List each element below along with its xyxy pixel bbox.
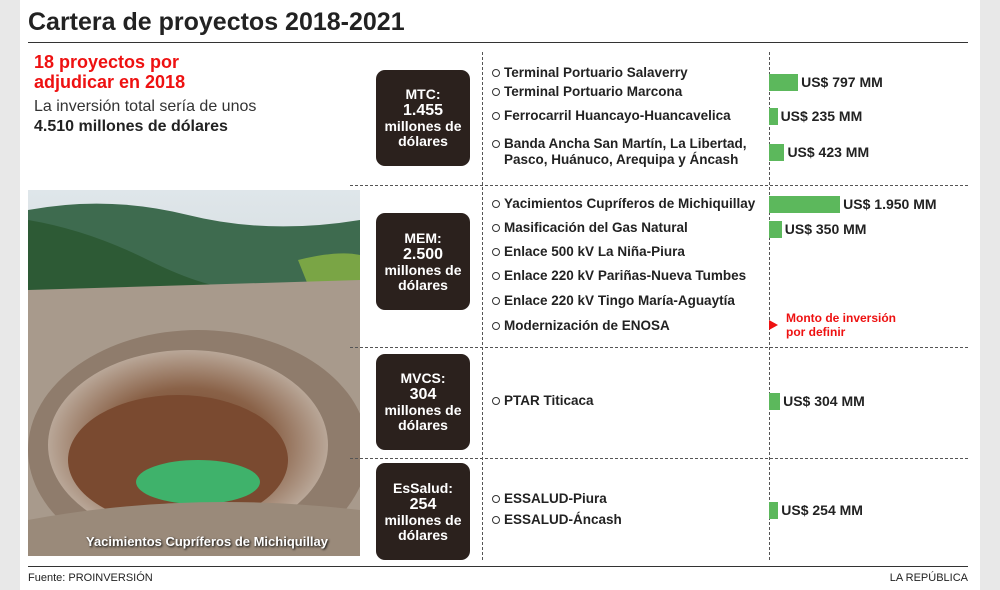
infographic: Cartera de proyectos 2018-2021 18 proyec… — [20, 0, 980, 590]
column-divider — [482, 52, 483, 560]
intro-text: La inversión total sería de unos — [34, 98, 257, 115]
agency-box-line: millones de — [384, 118, 462, 134]
investment-label: US$ 254 MM — [781, 502, 863, 518]
bullet — [492, 200, 500, 208]
headline: 18 proyectos por adjudicar en 2018 — [34, 52, 186, 92]
agency-box-line: MEM: — [404, 229, 442, 246]
bullet — [492, 322, 500, 330]
bullet — [492, 112, 500, 120]
bullet — [492, 297, 500, 305]
section-divider — [350, 185, 968, 186]
photo-caption: Yacimientos Cupríferos de Michiquillay — [86, 534, 329, 549]
project: Enlace 500 kV La Niña-Piura — [504, 244, 685, 259]
bullet — [492, 224, 500, 232]
project: Modernización de ENOSA — [504, 318, 670, 333]
agency-box-line: 2.500 — [402, 245, 444, 263]
project: Ferrocarril Huancayo-Huancavelica — [504, 108, 731, 123]
agency-box-line: millones de — [384, 402, 462, 418]
agency-box-line: dólares — [398, 526, 448, 543]
project: ESSALUD-Áncash — [504, 512, 622, 527]
bullet — [492, 140, 500, 148]
agency-box: MVCS: 304 millones de dólares — [376, 354, 470, 450]
title: Cartera de proyectos 2018-2021 — [28, 8, 405, 36]
project: Masificación del Gas Natural — [504, 220, 688, 235]
investment-bar — [769, 108, 778, 125]
project: Enlace 220 kV Tingo María-Aguaytía — [504, 293, 735, 308]
agency-box: MTC: 1.455 millones de dólares — [376, 70, 470, 166]
agency-box-line: EsSalud: — [393, 479, 453, 496]
investment-label: US$ 1.950 MM — [843, 196, 937, 212]
brand: LA REPÚBLICA — [889, 572, 968, 584]
agency-box-line: 1.455 — [402, 102, 444, 119]
agency-box: MEM: 2.500 millones de dólares — [376, 213, 470, 310]
project: Banda Ancha San Martín, La Libertad, Pas… — [504, 136, 747, 167]
investment-label: US$ 235 MM — [780, 108, 863, 124]
bullet — [492, 69, 500, 77]
agency-box-line: millones de — [384, 511, 462, 528]
project: Terminal Portuario Marcona — [504, 84, 683, 99]
footer-rule — [28, 566, 968, 567]
agency-box-line: dólares — [398, 133, 448, 149]
project: Yacimientos Cupríferos de Michiquillay — [504, 196, 756, 211]
agency-box: EsSalud: 254 millones de dólares — [376, 463, 470, 560]
bullet — [492, 248, 500, 256]
investment-bar — [769, 221, 782, 238]
investment-bar — [769, 74, 799, 91]
agency-box-line: dólares — [398, 276, 448, 293]
photo — [28, 190, 360, 556]
investment-label: US$ 304 MM — [783, 393, 865, 409]
investment-bar — [769, 502, 779, 519]
agency-box-line: MTC: — [405, 86, 441, 102]
project: Terminal Portuario Salaverry — [504, 65, 688, 80]
section-divider — [350, 458, 968, 459]
agency-box-line: dólares — [398, 417, 448, 433]
project: Enlace 220 kV Pariñas-Nueva Tumbes — [504, 268, 747, 283]
title-rule — [28, 42, 968, 43]
agency-box-line: MVCS: — [400, 370, 446, 386]
source: Fuente: PROINVERSIÓN — [28, 572, 153, 584]
agency-box-line: millones de — [384, 261, 462, 278]
project: ESSALUD-Piura — [504, 491, 607, 506]
investment-label: US$ 423 MM — [787, 144, 870, 160]
bullet — [492, 272, 500, 280]
bullet — [492, 495, 500, 503]
investment-bar — [769, 144, 785, 161]
intro-total: 4.510 millones de dólares — [34, 118, 228, 135]
bullet — [492, 397, 500, 405]
bullet — [492, 88, 500, 96]
column-divider — [769, 52, 770, 560]
investment-label: US$ 797 MM — [801, 74, 883, 90]
agency-box-line: 304 — [409, 386, 437, 403]
section-divider — [350, 347, 968, 348]
investment-bar — [769, 196, 841, 213]
note: Monto de inversión por definir — [786, 311, 897, 339]
bullet — [492, 516, 500, 524]
investment-label: US$ 350 MM — [784, 221, 867, 237]
note-marker — [769, 320, 778, 330]
investment-bar — [769, 393, 781, 410]
agency-box-line: 254 — [409, 495, 437, 513]
project: PTAR Titicaca — [504, 393, 594, 408]
